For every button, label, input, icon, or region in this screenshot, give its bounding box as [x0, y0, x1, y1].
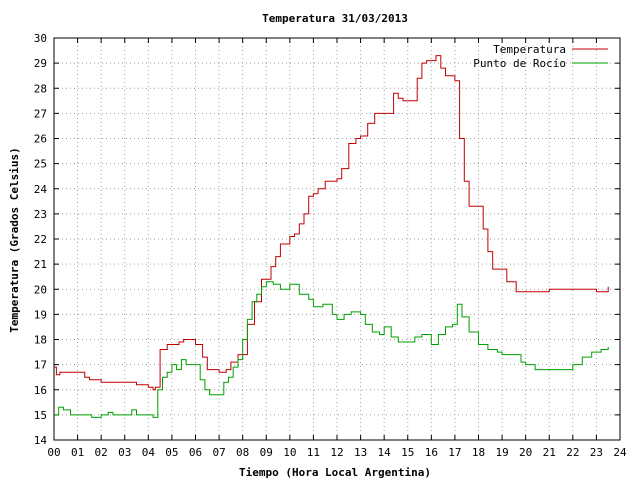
y-tick-label: 28 — [34, 82, 47, 95]
x-tick-label: 11 — [307, 446, 320, 459]
x-axis-label: Tiempo (Hora Local Argentina) — [239, 466, 431, 479]
y-tick-label: 22 — [34, 233, 47, 246]
y-tick-label: 14 — [34, 434, 48, 447]
y-tick-label: 27 — [34, 107, 47, 120]
x-tick-label: 17 — [448, 446, 461, 459]
y-tick-label: 18 — [34, 334, 47, 347]
y-axis-label: Temperatura (Grados Celsius) — [8, 147, 21, 332]
series-line-temperatura — [54, 55, 609, 391]
x-tick-label: 03 — [118, 446, 131, 459]
x-tick-label: 14 — [378, 446, 392, 459]
y-tick-label: 26 — [34, 133, 47, 146]
legend-label: Temperatura — [493, 43, 566, 56]
x-tick-label: 08 — [236, 446, 249, 459]
y-tick-label: 17 — [34, 359, 47, 372]
x-tick-label: 22 — [566, 446, 579, 459]
y-tick-label: 16 — [34, 384, 47, 397]
series-lines — [54, 55, 609, 418]
x-tick-label: 19 — [495, 446, 508, 459]
y-tick-label: 29 — [34, 57, 47, 70]
y-tick-label: 24 — [34, 183, 48, 196]
y-tick-label: 25 — [34, 158, 47, 171]
x-tick-label: 09 — [260, 446, 273, 459]
x-tick-label: 24 — [613, 446, 627, 459]
y-tick-label: 20 — [34, 283, 47, 296]
y-tick-label: 21 — [34, 258, 47, 271]
x-tick-label: 04 — [142, 446, 156, 459]
x-tick-label: 20 — [519, 446, 532, 459]
y-tick-labels: 14 15 16 17 18 19 20 21 22 23 24 25 26 27 28 29 30 — [34, 32, 48, 447]
x-tick-label: 13 — [354, 446, 367, 459]
y-tick-label: 15 — [34, 409, 47, 422]
x-tick-label: 16 — [425, 446, 438, 459]
axis-ticks — [53, 37, 621, 441]
x-tick-labels: 00 01 02 03 04 05 06 07 08 09 10 11 12 13 14 15 16 17 18 19… — [47, 446, 627, 459]
chart-title: Temperatura 31/03/2013 — [262, 12, 408, 25]
x-tick-label: 12 — [330, 446, 343, 459]
x-tick-label: 07 — [212, 446, 225, 459]
x-tick-label: 00 — [47, 446, 60, 459]
series-line-punto-de-rocio — [54, 281, 609, 418]
x-tick-label: 06 — [189, 446, 202, 459]
x-tick-label: 18 — [472, 446, 485, 459]
x-tick-label: 21 — [543, 446, 556, 459]
y-tick-label: 19 — [34, 308, 47, 321]
x-tick-label: 02 — [95, 446, 108, 459]
x-tick-label: 15 — [401, 446, 414, 459]
x-tick-label: 01 — [71, 446, 84, 459]
x-tick-label: 05 — [165, 446, 178, 459]
y-tick-label: 30 — [34, 32, 47, 45]
y-tick-label: 23 — [34, 208, 47, 221]
legend-label: Punto de Rocío — [473, 57, 566, 70]
x-tick-label: 23 — [590, 446, 603, 459]
x-tick-label: 10 — [283, 446, 296, 459]
